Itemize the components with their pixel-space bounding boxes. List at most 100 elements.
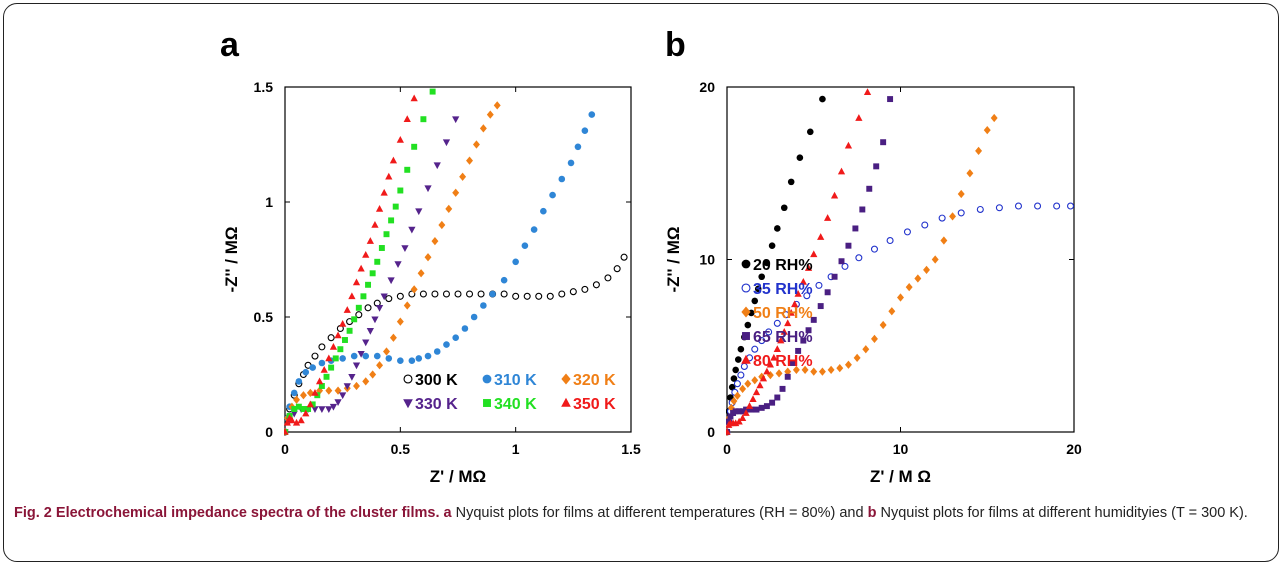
data-point <box>355 311 363 319</box>
data-point <box>305 406 312 412</box>
data-point <box>362 377 370 386</box>
data-point <box>726 428 731 435</box>
data-point <box>765 328 773 336</box>
data-point <box>863 88 872 95</box>
data-point <box>866 185 873 192</box>
legend-marker <box>741 259 751 269</box>
legend-marker <box>741 306 751 318</box>
data-point <box>325 406 333 413</box>
legend-label: 50 RH% <box>753 305 813 322</box>
y-axis-label: -Z'' / MΩ <box>222 226 241 292</box>
data-point <box>853 353 861 362</box>
data-point <box>888 307 896 316</box>
data-point <box>574 143 582 151</box>
data-point <box>758 404 765 411</box>
legend-item: 300 K <box>403 372 458 389</box>
data-point <box>810 367 818 376</box>
legend-label: 320 K <box>573 372 616 389</box>
data-point <box>549 191 556 199</box>
data-point <box>773 319 781 327</box>
x-tick-label: 1 <box>512 441 520 457</box>
data-point <box>343 383 351 390</box>
data-point <box>1053 202 1061 210</box>
legend-item: 80 RH% <box>741 353 813 370</box>
data-point <box>827 365 835 375</box>
data-point <box>366 237 374 244</box>
data-point <box>433 348 441 355</box>
data-point <box>838 258 845 265</box>
data-point <box>480 302 487 309</box>
x-axis-label: Z' / MΩ <box>430 467 486 486</box>
data-point <box>737 345 745 353</box>
data-point <box>897 293 904 302</box>
series-350-K <box>284 94 418 435</box>
data-point <box>819 95 826 103</box>
data-point <box>489 290 496 298</box>
data-point <box>787 178 795 186</box>
data-point <box>302 368 310 376</box>
data-point <box>410 94 418 102</box>
data-point <box>784 367 792 376</box>
data-point <box>385 172 393 180</box>
y-tick-label: 1 <box>265 194 273 210</box>
data-point <box>844 141 853 149</box>
data-point <box>780 327 788 335</box>
series-65-RHpct <box>726 96 894 435</box>
data-point <box>763 403 770 410</box>
data-point <box>1014 202 1023 210</box>
data-point <box>512 292 520 300</box>
data-point <box>323 373 330 380</box>
data-point <box>733 380 741 388</box>
data-point <box>371 221 379 228</box>
y-tick-label: 10 <box>699 252 715 268</box>
data-point <box>378 245 385 251</box>
data-point <box>558 175 566 183</box>
data-point <box>773 345 781 353</box>
data-point <box>769 399 776 406</box>
data-point <box>479 124 487 133</box>
data-point <box>871 334 878 343</box>
panel-a: a 0 0.5 1 1.5 0 0.5 1 1.5 Z' / MΩ -Z'' / MΩ 300 K 31… <box>220 26 641 486</box>
data-point <box>365 281 372 288</box>
data-point <box>923 265 930 274</box>
data-point <box>732 419 740 427</box>
legend-item: 50 RH% <box>741 305 813 322</box>
nyquist-figure: a 0 0.5 1 1.5 0 0.5 1 1.5 Z' / MΩ -Z'' / MΩ 300 K 31… <box>220 26 1082 486</box>
data-point <box>346 327 353 334</box>
x-tick-label: 1.5 <box>621 441 641 457</box>
data-point <box>592 281 600 289</box>
data-point <box>966 169 974 178</box>
data-point <box>730 396 738 406</box>
data-point <box>830 191 839 199</box>
data-point <box>325 354 333 362</box>
data-point <box>756 381 764 389</box>
data-point <box>348 373 356 381</box>
data-point <box>408 357 416 365</box>
data-point <box>817 233 825 240</box>
legend-label: 330 K <box>415 396 458 413</box>
data-point <box>763 367 771 375</box>
caption-lead: Fig. 2 Electrochemical impedance spectra… <box>14 505 440 521</box>
data-point <box>806 128 814 136</box>
data-point <box>373 352 381 360</box>
y-tick-label: 1.5 <box>254 79 274 95</box>
data-point <box>302 409 310 417</box>
data-point <box>931 255 939 264</box>
data-point <box>295 378 303 385</box>
data-point <box>315 377 324 385</box>
data-point <box>445 204 453 214</box>
data-point <box>311 352 319 360</box>
data-point <box>493 101 501 110</box>
data-point <box>581 127 589 134</box>
data-point <box>284 428 289 435</box>
data-point <box>540 207 547 215</box>
data-point <box>424 253 432 262</box>
data-point <box>604 274 612 282</box>
data-point <box>300 406 307 412</box>
data-point <box>588 111 596 118</box>
legend-item: 20 RH% <box>741 257 813 274</box>
data-point <box>749 395 757 403</box>
data-point <box>938 214 946 222</box>
data-point <box>392 203 399 210</box>
data-point <box>780 204 788 212</box>
